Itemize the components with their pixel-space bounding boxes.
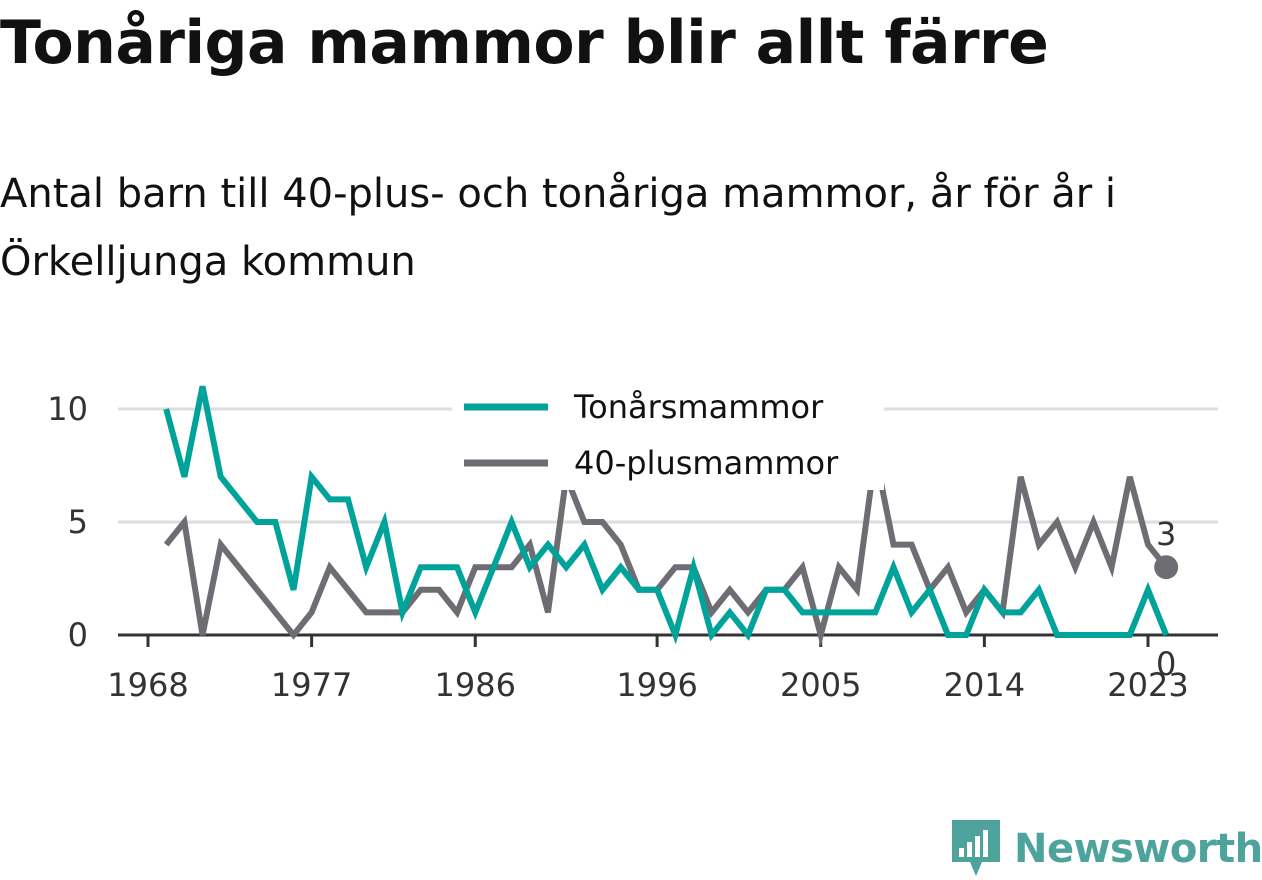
x-tick-label-2005: 2005 xyxy=(780,666,861,704)
x-tick-label-1977: 1977 xyxy=(271,666,352,704)
x-tick-label-2023: 2023 xyxy=(1107,666,1188,704)
y-tick-label-5: 5 xyxy=(68,503,88,541)
series-line-ton-rsmammor xyxy=(163,385,1169,645)
legend: Tonårsmammor 40-plusmammor xyxy=(452,382,884,490)
series-lines xyxy=(163,385,1169,647)
y-tick-label-10: 10 xyxy=(47,390,88,428)
logo-text: Newsworthy xyxy=(1014,826,1262,872)
end-label-40-plusmammor: 3 xyxy=(1156,515,1176,553)
newsworthy-bar-chart-badge-icon xyxy=(952,820,1000,876)
subtitle-line-1: Antal barn till 40-plus- och tonåriga ma… xyxy=(0,171,1117,217)
axes: 0 5 10 1968 1977 1986 1996 2005 2014 2023 xyxy=(47,390,1218,704)
end-label-ton-rsmammor: 0 xyxy=(1156,645,1176,683)
x-tick-label-1986: 1986 xyxy=(435,666,516,704)
chart-title: Tonåriga mammor blir allt färre xyxy=(0,8,1049,78)
y-tick-label-0: 0 xyxy=(68,616,88,654)
chart-subtitle: Antal barn till 40-plus- och tonåriga ma… xyxy=(0,160,1240,296)
end-labels: 30 xyxy=(1154,515,1179,683)
legend-background xyxy=(452,382,884,490)
legend-label-1: 40-plusmammor xyxy=(574,444,839,482)
newsworthy-logo: Newsworthy xyxy=(950,818,1262,880)
x-tick-label-2014: 2014 xyxy=(944,666,1025,704)
x-tick-label-1968: 1968 xyxy=(107,666,188,704)
x-tick-label-1996: 1996 xyxy=(616,666,697,704)
end-marker-40-plusmammor xyxy=(1154,555,1179,580)
legend-label-0: Tonårsmammor xyxy=(573,388,824,426)
subtitle-line-2: Örkelljunga kommun xyxy=(0,239,416,285)
